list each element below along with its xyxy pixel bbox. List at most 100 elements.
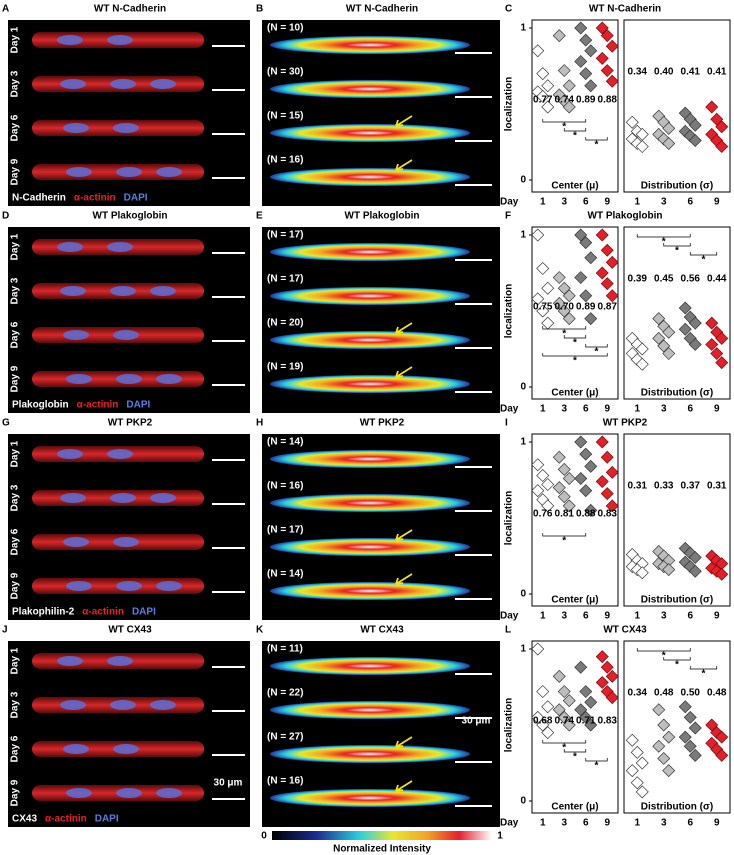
data-point	[562, 312, 576, 326]
data-point	[625, 733, 639, 747]
data-point	[584, 251, 598, 265]
stain-label: α-actinin	[77, 400, 119, 411]
day-label: Day 1	[10, 440, 21, 467]
data-point	[595, 51, 609, 65]
sig-bracket	[636, 648, 691, 652]
sig-star: *	[595, 347, 599, 358]
y-tick-label: 1	[520, 23, 526, 34]
y-tick-label: 0	[520, 175, 526, 186]
day-label: 6	[583, 818, 589, 829]
y-axis-label: localization	[504, 698, 515, 752]
day-label: 9	[714, 818, 720, 829]
data-point	[531, 484, 545, 498]
nucleus	[113, 330, 139, 340]
sig-bracket	[663, 657, 691, 661]
data-point	[552, 29, 566, 43]
data-point	[536, 67, 550, 81]
data-point	[552, 481, 566, 495]
sig-star: *	[562, 122, 566, 133]
nucleus	[60, 700, 86, 710]
mean-label: 0.45	[654, 274, 674, 285]
data-point	[595, 675, 609, 689]
mean-label: 0.34	[628, 67, 648, 78]
data-point	[688, 337, 702, 351]
mean-label: 0.74	[555, 716, 575, 727]
sig-bracket	[563, 335, 587, 339]
nucleus	[156, 167, 182, 177]
sig-bracket	[585, 758, 608, 762]
day-label: 9	[604, 818, 610, 829]
data-point	[688, 748, 702, 762]
data-point	[635, 342, 649, 356]
heatmap-cell	[270, 80, 470, 98]
sig-star: *	[573, 356, 577, 367]
panel-letter: D	[2, 211, 9, 222]
day-label: Day 9	[10, 779, 21, 806]
data-point	[574, 471, 588, 485]
count-label: (N = 16)	[267, 481, 303, 492]
data-point	[595, 475, 609, 489]
colorbar	[272, 831, 492, 840]
mean-label: 0.41	[681, 67, 701, 78]
data-point	[635, 785, 649, 799]
heatmap-cell	[270, 243, 470, 261]
heatmap-cell	[270, 168, 470, 186]
data-point	[574, 435, 588, 449]
data-point	[557, 304, 571, 318]
data-point	[531, 44, 545, 58]
stain-label: CX43	[12, 814, 37, 825]
nucleus	[66, 581, 92, 591]
nucleus	[116, 581, 142, 591]
mean-label: 0.37	[681, 481, 701, 492]
colorbar-min: 0	[261, 831, 267, 842]
y-tick-label: 0	[520, 382, 526, 393]
mean-label: 0.88	[576, 509, 596, 520]
axis-caption: Distribution (σ)	[641, 388, 713, 399]
y-tick-label: 1	[520, 644, 526, 655]
day-label: 9	[604, 197, 610, 208]
y-tick-label: 1	[520, 437, 526, 448]
data-point	[584, 503, 598, 517]
data-point	[662, 137, 676, 151]
heatmap-cell	[270, 494, 470, 512]
panel-title: WT PKP2	[603, 418, 648, 429]
sig-bracket	[689, 666, 718, 670]
axis-caption: Center (μ)	[551, 181, 598, 192]
mean-label: 0.89	[576, 302, 596, 313]
data-point	[574, 703, 588, 717]
axis-caption: Center (μ)	[551, 595, 598, 606]
nucleus	[110, 79, 136, 89]
day-label: Day 6	[10, 321, 21, 348]
sig-bracket	[542, 326, 587, 330]
y-tick-label: 0	[520, 796, 526, 807]
arrow	[395, 159, 413, 171]
data-point	[600, 660, 614, 674]
sig-bracket	[542, 740, 587, 744]
day-label: 1	[540, 197, 546, 208]
data-point	[605, 499, 619, 513]
stain-label: DAPI	[95, 814, 119, 825]
plot-frame	[531, 19, 619, 193]
mean-label: 0.76	[533, 509, 553, 520]
data-point	[715, 331, 729, 345]
mean-label: 0.81	[555, 509, 575, 520]
day-word: Day	[500, 611, 519, 622]
data-point	[605, 289, 619, 303]
data-point	[605, 465, 619, 479]
panel-title: WT Plakoglobin	[93, 211, 168, 222]
y-axis-label: localization	[504, 491, 515, 545]
nucleus	[116, 788, 142, 798]
data-point	[710, 347, 724, 361]
data-point	[662, 764, 676, 778]
scale-label: 30 μm	[214, 778, 243, 789]
data-point	[657, 751, 671, 765]
nucleus	[113, 123, 139, 133]
nucleus	[110, 286, 136, 296]
data-point	[635, 357, 649, 371]
sig-bracket	[563, 749, 587, 753]
data-point	[579, 484, 593, 498]
data-point	[662, 121, 676, 135]
count-label: (N = 17)	[267, 525, 303, 536]
day-label: Day 3	[10, 277, 21, 304]
panel-letter: K	[256, 625, 264, 636]
